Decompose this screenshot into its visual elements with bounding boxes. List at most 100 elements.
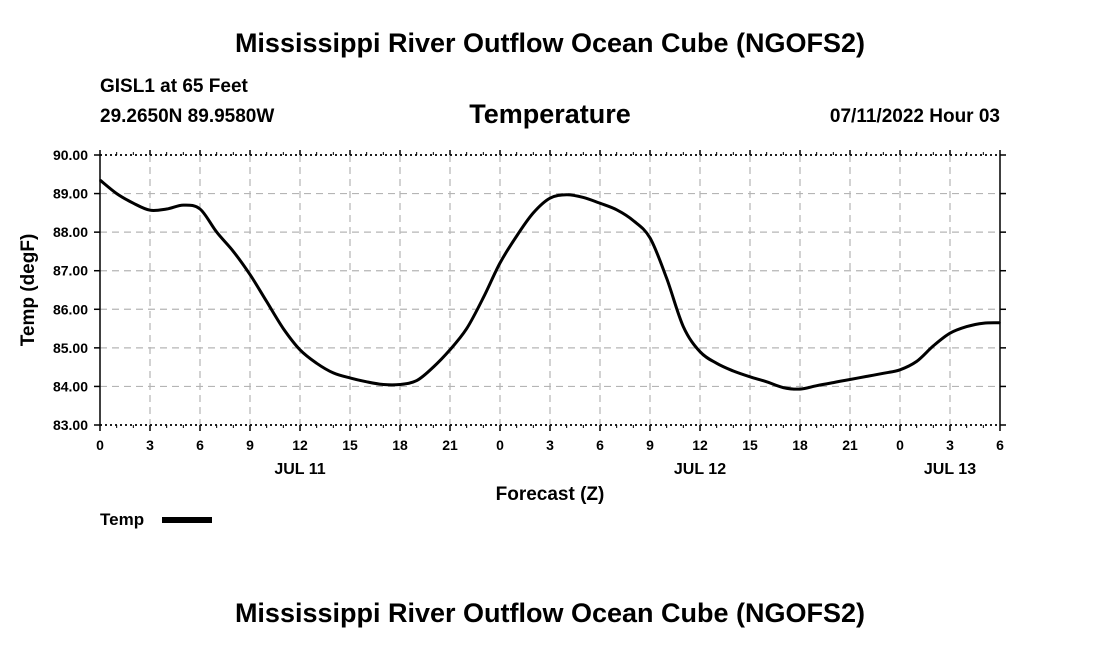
data-point: [882, 372, 885, 375]
x-tick-label: 6: [596, 437, 604, 453]
data-point: [732, 370, 735, 372]
data-point: [199, 208, 201, 210]
y-axis-label: Temp (degF): [18, 234, 39, 347]
data-point: [699, 350, 701, 353]
data-point: [782, 386, 785, 389]
data-point: [565, 193, 568, 196]
data-point: [915, 360, 918, 363]
data-point: [299, 348, 301, 351]
data-point: [849, 378, 851, 381]
y-tick-label: 83.00: [53, 417, 88, 433]
data-point: [332, 372, 335, 374]
series-line-temp: [99, 178, 1001, 391]
data-point: [399, 383, 401, 386]
x-tick-label: 0: [96, 437, 104, 453]
y-tick-label: 87.00: [53, 263, 88, 279]
data-point: [532, 212, 535, 214]
data-point: [665, 277, 668, 280]
data-point: [832, 381, 835, 384]
x-tick-label: 18: [392, 437, 408, 453]
data-point: [599, 202, 601, 205]
y-tick-label: 88.00: [53, 224, 88, 240]
data-point: [865, 375, 868, 378]
data-point: [515, 235, 518, 237]
data-point: [132, 202, 135, 205]
data-point: [265, 300, 268, 303]
x-tick-label: 3: [546, 437, 554, 453]
data-point: [449, 348, 451, 351]
series-layer: [99, 178, 1001, 391]
data-point: [815, 384, 818, 387]
data-point: [365, 381, 368, 383]
data-point: [799, 388, 801, 390]
data-point: [682, 325, 685, 328]
x-tick-label: 15: [742, 437, 758, 453]
data-point: [765, 381, 768, 383]
data-point: [649, 237, 651, 239]
x-tick-label: 3: [946, 437, 954, 453]
x-tick-label: 18: [792, 437, 808, 453]
legend-line-swatch: [162, 517, 212, 523]
data-point: [249, 273, 251, 276]
data-point: [432, 366, 435, 368]
x-tick-label: 9: [246, 437, 254, 453]
grid-lines: [100, 155, 1000, 425]
data-point: [165, 208, 168, 210]
x-tick-label: 12: [292, 437, 308, 453]
data-point: [415, 379, 418, 382]
data-point: [482, 296, 485, 299]
data-point: [932, 345, 935, 347]
axis-labels: 83.00 84.00 85.00 86.00 87.00 88.00 89.00 90.00…: [18, 147, 1004, 505]
data-point: [182, 204, 185, 206]
chart-title: Mississippi River Outflow Ocean Cube (NG…: [234, 28, 866, 58]
y-tick-label: 90.00: [53, 147, 88, 163]
data-point: [949, 332, 951, 335]
data-point: [315, 362, 318, 365]
y-tick-label: 85.00: [53, 340, 88, 356]
legend-label: Temp: [100, 510, 145, 529]
y-tick-label: 86.00: [53, 301, 88, 317]
x-tick-label: 21: [442, 437, 458, 453]
station-name: GISL1 at 65 Feet: [100, 76, 248, 97]
x-tick-label: 0: [896, 437, 904, 453]
data-point: [499, 262, 501, 264]
variable-title: Temperature: [469, 99, 631, 129]
data-point: [982, 322, 985, 324]
data-point: [232, 250, 235, 253]
data-point: [965, 325, 968, 328]
x-tick-label: 6: [196, 437, 204, 453]
date-label: JUL 11: [274, 461, 325, 478]
x-tick-label: 3: [146, 437, 154, 453]
data-point: [582, 196, 585, 199]
data-point: [632, 219, 635, 222]
x-tick-label: 21: [842, 437, 858, 453]
data-point: [549, 197, 551, 199]
data-point: [999, 321, 1001, 324]
data-point: [382, 383, 385, 386]
y-tick-label: 84.00: [53, 378, 88, 394]
data-point: [899, 369, 901, 371]
data-point: [149, 209, 151, 211]
data-point: [349, 377, 351, 379]
x-tick-label: 9: [646, 437, 654, 453]
y-tick-label: 89.00: [53, 186, 88, 202]
x-tick-label: 12: [692, 437, 708, 453]
x-axis-label: Forecast (Z): [496, 484, 605, 505]
x-tick-label: 6: [996, 437, 1004, 453]
data-point: [282, 327, 285, 330]
data-point: [99, 179, 101, 181]
x-tick-label: 15: [342, 437, 358, 453]
axes: [94, 150, 1006, 431]
date-label: JUL 12: [674, 461, 726, 478]
data-point: [615, 208, 618, 211]
x-tick-label: 0: [496, 437, 504, 453]
data-point: [465, 327, 468, 330]
forecast-date: 07/11/2022 Hour 03: [829, 106, 1000, 127]
date-label: JUL 13: [924, 461, 976, 478]
footer-title: Mississippi River Outflow Ocean Cube (NG…: [234, 598, 866, 628]
station-coordinates: 29.2650N 89.9580W: [100, 106, 275, 127]
data-point: [749, 375, 751, 378]
data-point: [115, 192, 118, 195]
data-point: [715, 362, 718, 365]
